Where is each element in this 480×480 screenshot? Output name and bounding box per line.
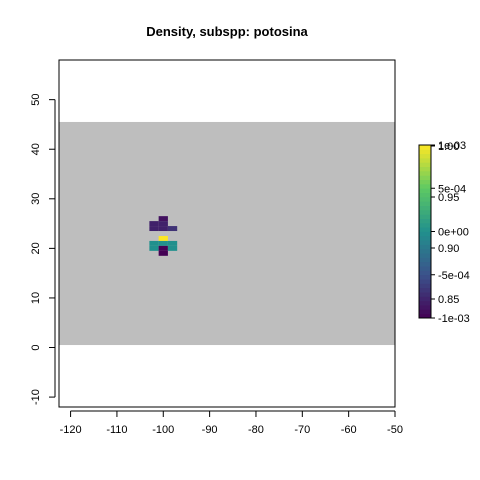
colorbar-segment bbox=[419, 287, 431, 293]
y-axis: -10 0 10 20 30 40 50 bbox=[30, 94, 56, 405]
x-tick-label: -80 bbox=[248, 424, 264, 436]
colorbar-segment bbox=[419, 153, 431, 159]
density-cell bbox=[158, 226, 168, 232]
y-tick-label: 40 bbox=[30, 143, 42, 155]
colorbar-segment bbox=[419, 313, 431, 319]
colorbar-segment bbox=[419, 196, 431, 202]
density-cell bbox=[149, 245, 159, 251]
colorbar-segment bbox=[419, 166, 431, 172]
colorbar-segment bbox=[419, 227, 431, 232]
colorbar-segment bbox=[419, 274, 431, 280]
x-tick-label: -100 bbox=[152, 424, 174, 436]
colorbar-label: -1e-03 bbox=[438, 313, 470, 325]
x-tick-label: -90 bbox=[202, 424, 218, 436]
density-cells bbox=[149, 216, 178, 256]
colorbar-segment bbox=[419, 157, 431, 163]
colorbar-segment bbox=[419, 235, 431, 241]
x-axis: -120 -110 -100 -90 -80 -70 -60 -50 bbox=[60, 410, 403, 436]
colorbar-label: 0.90 bbox=[438, 243, 459, 255]
y-tick-label: 20 bbox=[30, 242, 42, 254]
colorbar-label: -5e-04 bbox=[438, 270, 470, 282]
density-cell bbox=[167, 240, 178, 246]
x-tick-label: -60 bbox=[341, 424, 357, 436]
colorbar-label: 1e-03 bbox=[438, 140, 466, 152]
colorbar-segment bbox=[419, 253, 431, 258]
density-cell bbox=[158, 221, 168, 227]
colorbar-label: 0.85 bbox=[438, 294, 459, 306]
colorbar-segment bbox=[419, 145, 431, 150]
density-cell bbox=[158, 240, 168, 246]
colorbar-segment bbox=[419, 222, 431, 228]
colorbar-label: 0e+00 bbox=[438, 227, 469, 239]
x-tick-label: -70 bbox=[294, 424, 310, 436]
colorbar-label: 0.95 bbox=[438, 192, 459, 204]
colorbar-segment bbox=[419, 279, 431, 284]
colorbar-segment bbox=[419, 296, 431, 302]
colorbar-segment bbox=[419, 162, 431, 168]
density-cell bbox=[149, 221, 159, 227]
colorbar-segment bbox=[419, 218, 431, 224]
x-tick-label: -110 bbox=[106, 424, 127, 436]
colorbar-segment bbox=[419, 266, 431, 271]
density-cell bbox=[149, 240, 159, 246]
colorbar-segment bbox=[419, 183, 431, 189]
colorbar-segment bbox=[419, 300, 431, 306]
colorbar-segment bbox=[419, 192, 431, 198]
y-tick-label: 30 bbox=[30, 193, 42, 205]
chart-title: Density, subspp: potosina bbox=[146, 24, 308, 39]
colorbar-segment bbox=[419, 179, 431, 185]
colorbar-segment bbox=[419, 305, 431, 310]
colorbar-segment bbox=[419, 283, 431, 289]
colorbar-segment bbox=[419, 309, 431, 315]
y-tick-label: 10 bbox=[30, 292, 42, 304]
colorbar-segment bbox=[419, 231, 431, 237]
background-band bbox=[59, 121, 395, 346]
colorbar-label: 5e-04 bbox=[438, 183, 466, 195]
colorbar-segment bbox=[419, 240, 431, 245]
density-cell bbox=[149, 226, 159, 232]
density-cell bbox=[167, 245, 178, 251]
density-cell bbox=[158, 235, 168, 241]
colorbar-segment bbox=[419, 188, 431, 193]
x-tick-label: -120 bbox=[60, 424, 82, 436]
y-tick-label: 0 bbox=[30, 344, 42, 350]
colorbar-segment bbox=[419, 175, 431, 180]
colorbar-label: 1.00 bbox=[438, 141, 459, 153]
colorbar-segment bbox=[419, 209, 431, 215]
density-cell bbox=[158, 245, 168, 251]
colorbar-segment bbox=[419, 261, 431, 267]
colorbar-segment bbox=[419, 170, 431, 176]
colorbar-segment bbox=[419, 214, 431, 219]
colorbar: 1e-03 5e-04 0e+00 -5e-04 -1e-03 1.00 0.95 0.90 0… bbox=[418, 140, 470, 325]
colorbar-segment bbox=[419, 257, 431, 263]
colorbar-segment bbox=[419, 205, 431, 211]
density-cell bbox=[167, 226, 178, 232]
y-tick-label: 50 bbox=[30, 94, 42, 106]
colorbar-segment bbox=[419, 248, 431, 254]
density-cell bbox=[158, 250, 168, 256]
colorbar-segment bbox=[419, 244, 431, 250]
colorbar-segment bbox=[419, 149, 431, 155]
background-band-layer bbox=[59, 121, 395, 346]
colorbar-segment bbox=[419, 270, 431, 276]
colorbar-segment bbox=[419, 201, 431, 206]
x-tick-label: -50 bbox=[387, 424, 403, 436]
plot-frame bbox=[58, 59, 396, 408]
density-cell bbox=[158, 216, 168, 222]
colorbar-segment bbox=[419, 292, 431, 297]
y-tick-label: -10 bbox=[30, 389, 42, 405]
